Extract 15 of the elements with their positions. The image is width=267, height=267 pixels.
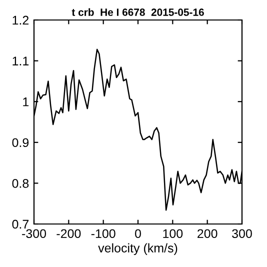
y-tick-label: 0.7 — [12, 220, 29, 229]
y-tick-label: 0.9 — [12, 138, 29, 148]
x-axis-title: velocity (km/s) — [98, 243, 178, 255]
chart-title: t crb He I 6678 2015-05-16 — [72, 8, 204, 16]
x-tick-label: 100 — [163, 229, 183, 238]
y-tick-label: 1.2 — [12, 16, 29, 25]
x-tick-label: -200 — [56, 229, 81, 238]
x-tick-label: 300 — [232, 229, 252, 238]
x-tick-label: 0 — [135, 229, 141, 238]
y-tick-label: 1.1 — [12, 56, 29, 66]
x-tick-label: -300 — [22, 229, 46, 238]
y-tick-label: 1 — [23, 98, 29, 106]
x-tick-label: 200 — [198, 229, 218, 238]
x-tick-label: -100 — [91, 229, 116, 238]
y-tick-label: 0.8 — [12, 179, 29, 188]
